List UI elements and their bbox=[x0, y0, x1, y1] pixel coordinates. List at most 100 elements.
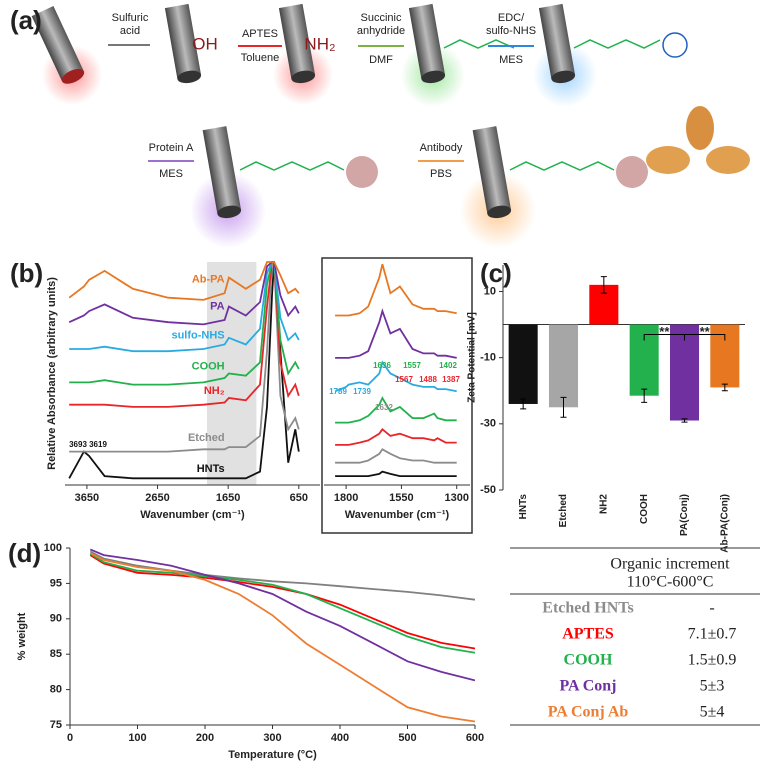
x-tick-label: HNTs bbox=[518, 494, 529, 520]
x-tick-label: 500 bbox=[398, 732, 416, 744]
x-tick-label: 400 bbox=[331, 732, 349, 744]
series-line bbox=[68, 261, 300, 301]
series-line bbox=[89, 554, 475, 650]
bar bbox=[710, 324, 740, 388]
chart: 1800 1550 1300 1789 1739 1636 1557 1402 1567 1488… bbox=[324, 263, 470, 521]
series-line bbox=[69, 261, 300, 453]
tube bbox=[278, 3, 316, 84]
significance-label: ** bbox=[659, 324, 670, 339]
series-line bbox=[89, 552, 475, 723]
y-tick-label: 95 bbox=[50, 577, 62, 589]
reagent-label: Sulfuric bbox=[112, 12, 149, 24]
nhs-ring bbox=[662, 32, 688, 58]
row-name: PA Conj bbox=[559, 678, 616, 695]
reagent-label: MES bbox=[499, 54, 523, 66]
tube-body bbox=[202, 126, 242, 214]
y-axis-title: Zeta Potential [mV] bbox=[467, 312, 478, 403]
x-tick-label: 1300 bbox=[444, 492, 468, 504]
series-line bbox=[335, 263, 457, 317]
tube-body bbox=[408, 3, 446, 79]
x-tick-label: NH2 bbox=[598, 494, 609, 514]
tube bbox=[472, 126, 512, 219]
antibody bbox=[646, 146, 690, 174]
peak-label: 1632 bbox=[375, 403, 393, 412]
x-tick-label: 600 bbox=[466, 732, 484, 744]
reagent-label: acid bbox=[120, 25, 140, 37]
peak-label: 1488 bbox=[419, 375, 437, 384]
x-tick-label: Etched bbox=[558, 494, 569, 527]
linker bbox=[239, 161, 345, 171]
linker bbox=[573, 39, 661, 49]
series-label: Ab-PA bbox=[192, 274, 225, 286]
reagent-label: EDC/ bbox=[498, 12, 525, 24]
reagent-label: MES bbox=[159, 168, 183, 180]
reagent-label: NH₂ bbox=[304, 34, 335, 53]
x-axis-title: Wavenumber (cm⁻¹) bbox=[140, 509, 245, 521]
row-value: 1.5±0.9 bbox=[688, 652, 737, 669]
x-tick-label: Ab-PA(Conj) bbox=[719, 494, 730, 553]
error-bar bbox=[600, 276, 607, 294]
tube-body bbox=[31, 6, 84, 82]
tube-body bbox=[538, 3, 576, 79]
tube-end bbox=[421, 70, 446, 84]
panel-label: (a) bbox=[10, 5, 42, 35]
row-value: 7.1±0.7 bbox=[688, 626, 737, 643]
y-axis-title: % weight bbox=[16, 612, 28, 660]
row-name: PA Conj Ab bbox=[548, 704, 629, 721]
tube bbox=[164, 3, 202, 84]
reagent-label: APTES bbox=[242, 28, 278, 40]
x-tick-label: 1650 bbox=[216, 492, 240, 504]
y-axis-title: Relative Absorbance (arbitrary units) bbox=[46, 277, 58, 470]
series-line bbox=[335, 470, 457, 477]
x-tick-label: 1550 bbox=[389, 492, 413, 504]
reagent-label: Antibody bbox=[420, 142, 463, 154]
reagent-label: OH bbox=[192, 34, 218, 53]
antibody bbox=[706, 146, 750, 174]
tube-body bbox=[164, 3, 202, 79]
y-tick-label: 100 bbox=[44, 542, 62, 554]
series-line bbox=[335, 448, 457, 464]
reagent-label: PBS bbox=[430, 168, 452, 180]
y-tick-label: 80 bbox=[50, 684, 62, 696]
tube bbox=[408, 3, 446, 84]
tube-end bbox=[551, 70, 576, 84]
peak-label: 1567 bbox=[395, 375, 413, 384]
series-line bbox=[89, 548, 475, 682]
zoom-frame bbox=[321, 257, 473, 534]
series-line bbox=[69, 261, 300, 408]
error-bar bbox=[681, 418, 688, 423]
chart: (b) 3650 2650 1650 650 HNTs Etched NH₂ COOH sulfo… bbox=[10, 258, 320, 521]
peak-label: 1789 bbox=[329, 387, 347, 396]
bar bbox=[508, 324, 538, 404]
x-tick-label: PA(Conj) bbox=[679, 494, 690, 536]
peak-label: 1402 bbox=[439, 361, 457, 370]
series-label: PA bbox=[210, 300, 225, 312]
y-tick-label: -10 bbox=[480, 352, 496, 364]
error-bar bbox=[560, 396, 567, 418]
series-label: sulfo-NHS bbox=[171, 329, 224, 341]
tube-body bbox=[472, 126, 512, 214]
reagent-label: sulfo-NHS bbox=[486, 25, 536, 37]
significance-label: ** bbox=[700, 324, 711, 339]
series-line bbox=[89, 552, 475, 654]
series-line bbox=[334, 360, 457, 393]
panel-a-chains bbox=[239, 32, 750, 188]
panel-label: (b) bbox=[10, 258, 43, 288]
row-name: Etched HNTs bbox=[542, 600, 633, 617]
x-tick-label: 1800 bbox=[334, 492, 358, 504]
x-tick-label: 0 bbox=[67, 732, 73, 744]
x-axis-title: Temperature (°C) bbox=[228, 749, 317, 761]
panel-a-arrows bbox=[108, 44, 534, 162]
row-name: COOH bbox=[564, 652, 613, 669]
bar bbox=[548, 324, 579, 408]
x-tick-label: 650 bbox=[290, 492, 308, 504]
peak-label: 1557 bbox=[403, 361, 421, 370]
x-axis-title: Wavenumber (cm⁻¹) bbox=[345, 509, 450, 521]
tube-end bbox=[487, 205, 512, 219]
series-label: COOH bbox=[192, 361, 225, 373]
reagent-label: Succinic bbox=[361, 12, 402, 24]
panel-a-tubes bbox=[31, 3, 576, 219]
error-bar bbox=[520, 398, 527, 410]
y-tick-label: -50 bbox=[480, 484, 496, 496]
